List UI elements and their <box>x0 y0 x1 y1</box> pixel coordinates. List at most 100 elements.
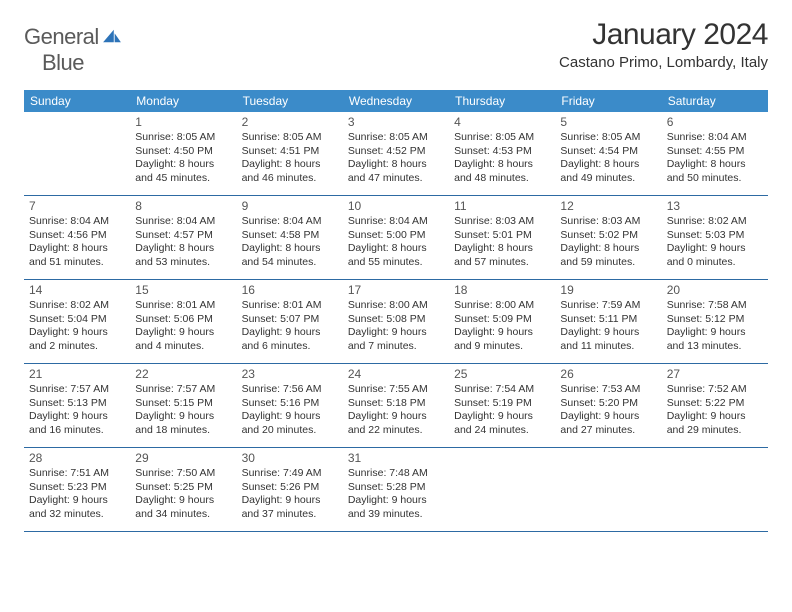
daylight-text: and 54 minutes. <box>242 256 338 269</box>
sunset-text: Sunset: 5:01 PM <box>454 229 550 242</box>
daylight-text: and 59 minutes. <box>560 256 656 269</box>
day-number: 17 <box>348 283 444 298</box>
sunrise-text: Sunrise: 8:02 AM <box>667 215 763 228</box>
day-cell: 5Sunrise: 8:05 AMSunset: 4:54 PMDaylight… <box>555 112 661 195</box>
day-cell: 24Sunrise: 7:55 AMSunset: 5:18 PMDayligh… <box>343 364 449 447</box>
daylight-text: Daylight: 9 hours <box>29 326 125 339</box>
sunset-text: Sunset: 4:50 PM <box>135 145 231 158</box>
weekday-header: Sunday Monday Tuesday Wednesday Thursday… <box>24 90 768 112</box>
logo-word1: General <box>24 24 99 49</box>
day-cell: 6Sunrise: 8:04 AMSunset: 4:55 PMDaylight… <box>662 112 768 195</box>
sunrise-text: Sunrise: 7:57 AM <box>29 383 125 396</box>
daylight-text: and 49 minutes. <box>560 172 656 185</box>
day-cell: 10Sunrise: 8:04 AMSunset: 5:00 PMDayligh… <box>343 196 449 279</box>
day-number: 31 <box>348 451 444 466</box>
day-cell: 15Sunrise: 8:01 AMSunset: 5:06 PMDayligh… <box>130 280 236 363</box>
sunset-text: Sunset: 4:53 PM <box>454 145 550 158</box>
daylight-text: and 57 minutes. <box>454 256 550 269</box>
calendar-grid: Sunday Monday Tuesday Wednesday Thursday… <box>24 90 768 532</box>
sunrise-text: Sunrise: 7:49 AM <box>242 467 338 480</box>
day-number: 30 <box>242 451 338 466</box>
day-number: 4 <box>454 115 550 130</box>
day-cell: 27Sunrise: 7:52 AMSunset: 5:22 PMDayligh… <box>662 364 768 447</box>
sunset-text: Sunset: 5:03 PM <box>667 229 763 242</box>
day-cell <box>555 448 661 531</box>
day-number: 27 <box>667 367 763 382</box>
daylight-text: and 20 minutes. <box>242 424 338 437</box>
day-number: 8 <box>135 199 231 214</box>
day-cell: 3Sunrise: 8:05 AMSunset: 4:52 PMDaylight… <box>343 112 449 195</box>
day-number: 14 <box>29 283 125 298</box>
sunrise-text: Sunrise: 8:04 AM <box>348 215 444 228</box>
sunrise-text: Sunrise: 7:56 AM <box>242 383 338 396</box>
daylight-text: Daylight: 9 hours <box>560 410 656 423</box>
day-cell: 25Sunrise: 7:54 AMSunset: 5:19 PMDayligh… <box>449 364 555 447</box>
sunrise-text: Sunrise: 8:04 AM <box>667 131 763 144</box>
day-number: 2 <box>242 115 338 130</box>
day-number: 26 <box>560 367 656 382</box>
day-cell: 31Sunrise: 7:48 AMSunset: 5:28 PMDayligh… <box>343 448 449 531</box>
daylight-text: Daylight: 8 hours <box>242 242 338 255</box>
weekday-fri: Friday <box>555 90 661 112</box>
daylight-text: Daylight: 9 hours <box>242 494 338 507</box>
sunset-text: Sunset: 5:26 PM <box>242 481 338 494</box>
weeks-container: 1Sunrise: 8:05 AMSunset: 4:50 PMDaylight… <box>24 112 768 532</box>
daylight-text: Daylight: 9 hours <box>348 410 444 423</box>
sunset-text: Sunset: 5:23 PM <box>29 481 125 494</box>
day-cell: 2Sunrise: 8:05 AMSunset: 4:51 PMDaylight… <box>237 112 343 195</box>
daylight-text: Daylight: 9 hours <box>242 326 338 339</box>
day-number: 21 <box>29 367 125 382</box>
daylight-text: and 32 minutes. <box>29 508 125 521</box>
day-number: 13 <box>667 199 763 214</box>
sunrise-text: Sunrise: 8:05 AM <box>348 131 444 144</box>
logo-word2: Blue <box>42 50 84 75</box>
daylight-text: and 47 minutes. <box>348 172 444 185</box>
daylight-text: Daylight: 9 hours <box>348 494 444 507</box>
sunrise-text: Sunrise: 7:53 AM <box>560 383 656 396</box>
sunset-text: Sunset: 5:06 PM <box>135 313 231 326</box>
sunrise-text: Sunrise: 8:00 AM <box>348 299 444 312</box>
location-text: Castano Primo, Lombardy, Italy <box>559 54 768 71</box>
sunrise-text: Sunrise: 8:01 AM <box>135 299 231 312</box>
day-cell: 8Sunrise: 8:04 AMSunset: 4:57 PMDaylight… <box>130 196 236 279</box>
sunrise-text: Sunrise: 7:50 AM <box>135 467 231 480</box>
daylight-text: and 45 minutes. <box>135 172 231 185</box>
day-number: 16 <box>242 283 338 298</box>
sunrise-text: Sunrise: 8:04 AM <box>29 215 125 228</box>
daylight-text: and 7 minutes. <box>348 340 444 353</box>
daylight-text: and 22 minutes. <box>348 424 444 437</box>
daylight-text: and 46 minutes. <box>242 172 338 185</box>
week-row: 7Sunrise: 8:04 AMSunset: 4:56 PMDaylight… <box>24 196 768 280</box>
sunset-text: Sunset: 5:22 PM <box>667 397 763 410</box>
day-cell <box>449 448 555 531</box>
daylight-text: and 2 minutes. <box>29 340 125 353</box>
day-number: 6 <box>667 115 763 130</box>
day-number: 9 <box>242 199 338 214</box>
daylight-text: and 18 minutes. <box>135 424 231 437</box>
daylight-text: and 37 minutes. <box>242 508 338 521</box>
day-number: 22 <box>135 367 231 382</box>
day-number: 1 <box>135 115 231 130</box>
daylight-text: Daylight: 8 hours <box>135 158 231 171</box>
sunset-text: Sunset: 5:19 PM <box>454 397 550 410</box>
daylight-text: and 29 minutes. <box>667 424 763 437</box>
sunset-text: Sunset: 4:58 PM <box>242 229 338 242</box>
daylight-text: Daylight: 9 hours <box>29 410 125 423</box>
daylight-text: Daylight: 8 hours <box>560 242 656 255</box>
day-number: 3 <box>348 115 444 130</box>
weekday-tue: Tuesday <box>237 90 343 112</box>
sunrise-text: Sunrise: 8:00 AM <box>454 299 550 312</box>
daylight-text: Daylight: 8 hours <box>348 158 444 171</box>
day-cell: 17Sunrise: 8:00 AMSunset: 5:08 PMDayligh… <box>343 280 449 363</box>
sunrise-text: Sunrise: 8:05 AM <box>242 131 338 144</box>
daylight-text: and 9 minutes. <box>454 340 550 353</box>
daylight-text: Daylight: 9 hours <box>348 326 444 339</box>
day-cell: 21Sunrise: 7:57 AMSunset: 5:13 PMDayligh… <box>24 364 130 447</box>
daylight-text: and 50 minutes. <box>667 172 763 185</box>
sunrise-text: Sunrise: 8:01 AM <box>242 299 338 312</box>
daylight-text: and 27 minutes. <box>560 424 656 437</box>
logo: General Blue <box>24 24 123 76</box>
sunset-text: Sunset: 5:09 PM <box>454 313 550 326</box>
sunset-text: Sunset: 5:04 PM <box>29 313 125 326</box>
day-number: 12 <box>560 199 656 214</box>
